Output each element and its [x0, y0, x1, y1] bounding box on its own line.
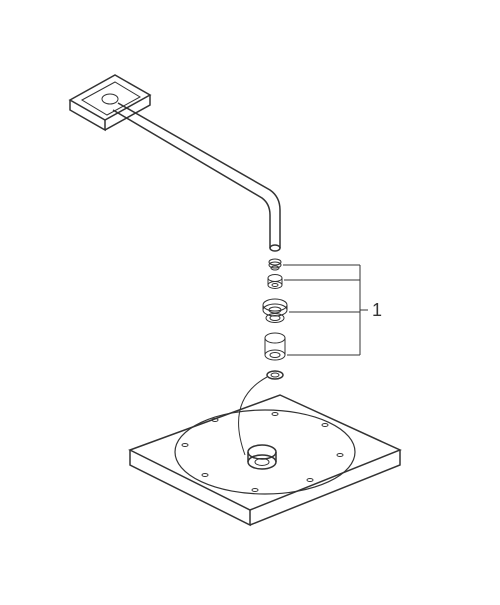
exploded-diagram [0, 0, 500, 600]
shower-head-plate [130, 395, 400, 525]
connector-stack [263, 259, 287, 379]
diagram-container: 1 [0, 0, 500, 600]
callout-label-1: 1 [372, 300, 382, 321]
wall-flange [70, 75, 150, 130]
shower-arm [113, 103, 280, 251]
callout-1-leaders [283, 265, 368, 355]
